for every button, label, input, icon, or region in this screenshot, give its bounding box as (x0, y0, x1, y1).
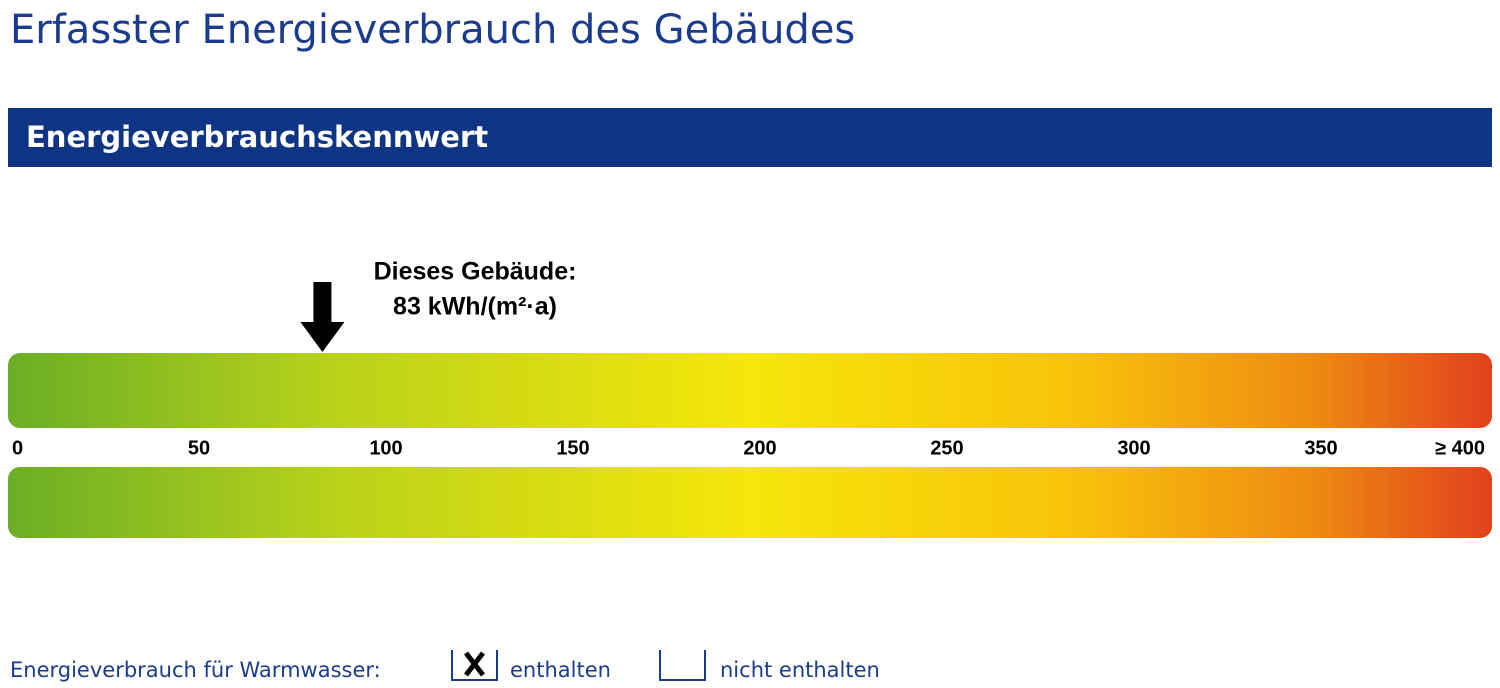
checkbox (659, 650, 706, 681)
tick-label: ≥ 400 (1435, 437, 1485, 459)
tick-label: 350 (1304, 437, 1337, 459)
scale-bar-top (8, 353, 1492, 428)
page-title: Erfasster Energieverbrauch des Gebäudes (10, 7, 855, 53)
section-band (8, 108, 1492, 167)
tick-label: 0 (12, 437, 23, 459)
checkbox (451, 650, 498, 681)
tick-label: 50 (188, 437, 210, 459)
marker-label: Dieses Gebäude: (374, 258, 577, 286)
footer-label: Energieverbrauch für Warmwasser: (10, 658, 381, 682)
marker-value: 83 kWh/(m²·a) (393, 293, 557, 321)
option-label: enthalten (510, 658, 611, 682)
tick-label: 100 (369, 437, 402, 459)
option-label: nicht enthalten (720, 658, 880, 682)
tick-label: 250 (930, 437, 963, 459)
tick-label: 200 (743, 437, 776, 459)
tick-label: 300 (1117, 437, 1150, 459)
scale-bar-bottom (8, 467, 1492, 538)
value-arrow (300, 282, 345, 352)
section-title: Energieverbrauchskennwert (26, 120, 488, 154)
tick-label: 150 (556, 437, 589, 459)
check-cross (464, 651, 485, 677)
